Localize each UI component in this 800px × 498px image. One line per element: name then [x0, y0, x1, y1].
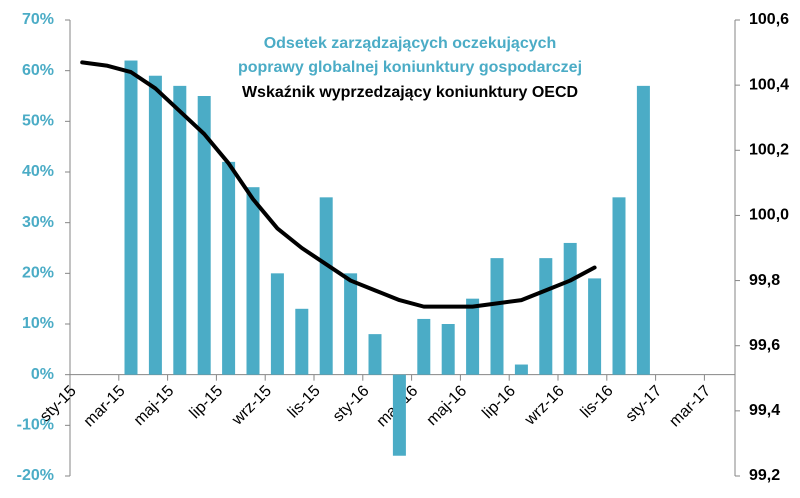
y-tick-label: 40% — [22, 163, 54, 180]
y-tick-label: 30% — [22, 214, 54, 231]
y-tick-label: -10% — [17, 417, 54, 434]
x-tick-label: maj-16 — [424, 382, 471, 429]
bar — [222, 161, 236, 375]
bar — [344, 273, 358, 375]
bar — [295, 308, 309, 375]
bar — [417, 318, 431, 375]
bar — [636, 85, 650, 375]
y2-tick-label: 100,2 — [749, 142, 789, 159]
y2-tick-label: 99,8 — [749, 272, 780, 289]
y2-tick-label: 100,4 — [749, 76, 789, 93]
bar — [173, 85, 187, 375]
legend-entry: Wskaźnik wyprzedzający koniunktury OECD — [241, 84, 579, 101]
y-tick-label: 60% — [22, 62, 54, 79]
x-tick-label: mar-17 — [666, 382, 714, 430]
bar — [148, 75, 162, 375]
bar — [270, 273, 284, 375]
y-tick-label: 70% — [22, 11, 54, 28]
bar — [563, 242, 577, 375]
bar — [441, 324, 455, 375]
y-tick-label: 50% — [22, 113, 54, 130]
x-tick-label: wrz-16 — [521, 382, 568, 429]
y-tick-label: 10% — [22, 315, 54, 332]
y2-tick-label: 99,2 — [749, 467, 780, 484]
bar — [124, 60, 138, 375]
y-tick-label: 0% — [31, 366, 54, 383]
legend-entry: Odsetek zarządzających oczekujących popr… — [237, 35, 583, 76]
line — [80, 60, 597, 309]
x-tick-label: lis-16 — [578, 382, 617, 421]
bar — [246, 187, 260, 375]
y2-tick-label: 100,0 — [749, 207, 789, 224]
bar — [612, 197, 626, 375]
bar — [466, 298, 480, 375]
bar — [319, 197, 333, 375]
y2-tick-label: 99,6 — [749, 337, 780, 354]
bar — [490, 258, 504, 375]
x-tick-label: sty-16 — [330, 382, 373, 425]
bar — [588, 278, 602, 375]
x-tick-label: lis-15 — [285, 382, 324, 421]
x-tick-label: sty-17 — [623, 382, 666, 425]
bar — [197, 96, 211, 375]
bar — [368, 334, 382, 375]
bar — [539, 258, 553, 375]
x-tick-label: sty-15 — [37, 382, 80, 425]
x-tick-label: wrz-15 — [228, 382, 275, 429]
x-tick-label: lip-15 — [187, 382, 227, 422]
y2-tick-label: 99,4 — [749, 402, 780, 419]
x-tick-label: lip-16 — [479, 382, 519, 422]
y-tick-label: -20% — [17, 467, 54, 484]
y2-tick-label: 100,6 — [749, 11, 789, 28]
x-tick-label: maj-15 — [131, 382, 178, 429]
x-tick-label: mar-15 — [81, 382, 129, 430]
y-tick-label: 20% — [22, 265, 54, 282]
bar — [514, 364, 528, 375]
bar — [392, 374, 406, 456]
